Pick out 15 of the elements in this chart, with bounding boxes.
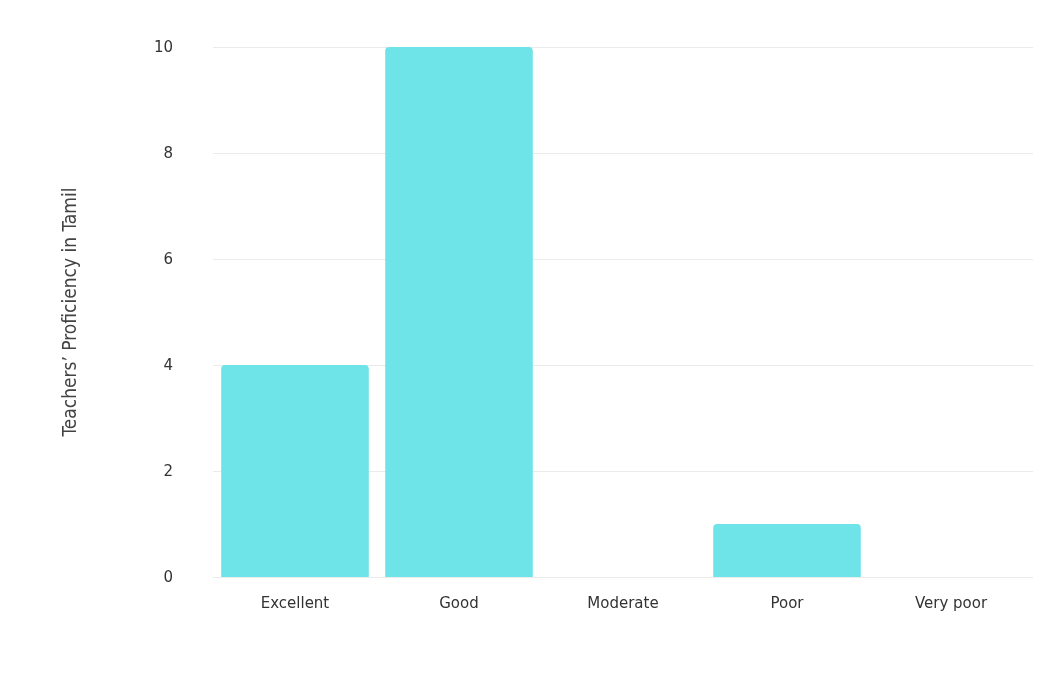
x-tick-label: Moderate bbox=[587, 593, 659, 612]
y-tick-label: 6 bbox=[163, 250, 173, 268]
bar bbox=[221, 365, 369, 577]
y-axis-title: Teachers’ Proficiency in Tamil bbox=[57, 187, 80, 438]
y-tick-label: 4 bbox=[163, 356, 173, 374]
bar bbox=[385, 47, 533, 577]
y-tick-label: 10 bbox=[153, 38, 173, 56]
y-tick-label: 2 bbox=[163, 462, 173, 480]
x-tick-label: Good bbox=[439, 593, 479, 612]
x-tick-label: Poor bbox=[770, 593, 805, 612]
x-tick-label: Very poor bbox=[914, 593, 988, 612]
bar bbox=[713, 524, 861, 577]
y-tick-label: 0 bbox=[163, 568, 173, 586]
y-tick-label: 8 bbox=[163, 144, 173, 162]
x-tick-label: Excellent bbox=[260, 593, 330, 612]
